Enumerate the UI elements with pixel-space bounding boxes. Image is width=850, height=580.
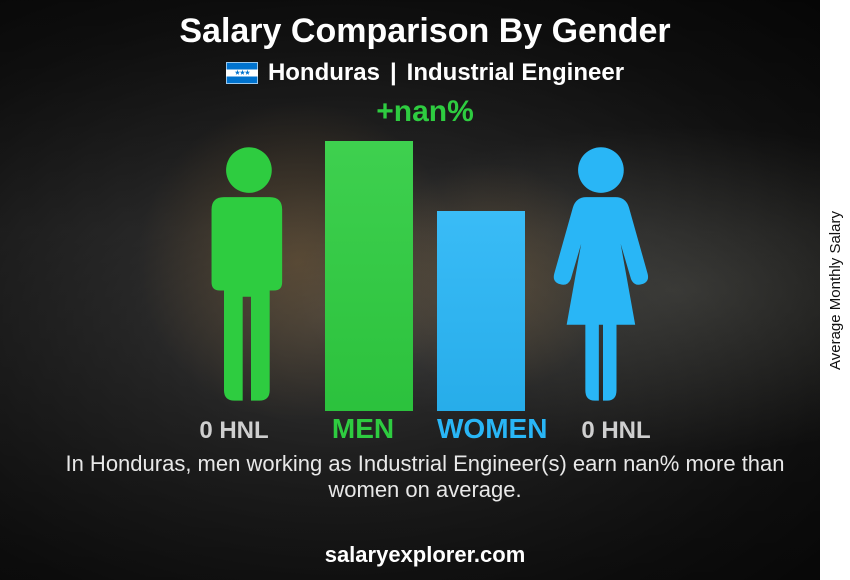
summary-text: In Honduras, men working as Industrial E… <box>55 451 795 503</box>
female-person-icon <box>549 141 653 411</box>
men-label: MEN <box>313 413 413 445</box>
delta-label: +nan% <box>376 95 474 129</box>
page-title: Salary Comparison By Gender <box>179 12 670 51</box>
country-name: Honduras <box>268 59 380 87</box>
men-bar <box>325 141 413 411</box>
infographic-container: Salary Comparison By Gender Honduras | I… <box>0 0 850 580</box>
y-axis-label: Average Monthly Salary <box>827 211 844 370</box>
women-bar <box>437 211 525 411</box>
footer-link[interactable]: salaryexplorer.com <box>0 542 850 568</box>
women-value: 0 HNL <box>561 417 671 445</box>
y-axis-strip: Average Monthly Salary <box>820 0 850 580</box>
chart-row <box>85 131 765 411</box>
subtitle-row: Honduras | Industrial Engineer <box>226 59 624 87</box>
women-label: WOMEN <box>437 413 537 445</box>
labels-row: 0 HNL MEN WOMEN 0 HNL <box>85 413 765 445</box>
male-person-icon <box>197 141 301 411</box>
chart-area: +nan% 0 HNL MEN <box>85 91 765 451</box>
men-value: 0 HNL <box>179 417 289 445</box>
role-name: Industrial Engineer <box>407 59 624 87</box>
separator: | <box>390 59 397 87</box>
honduras-flag-icon <box>226 62 258 84</box>
